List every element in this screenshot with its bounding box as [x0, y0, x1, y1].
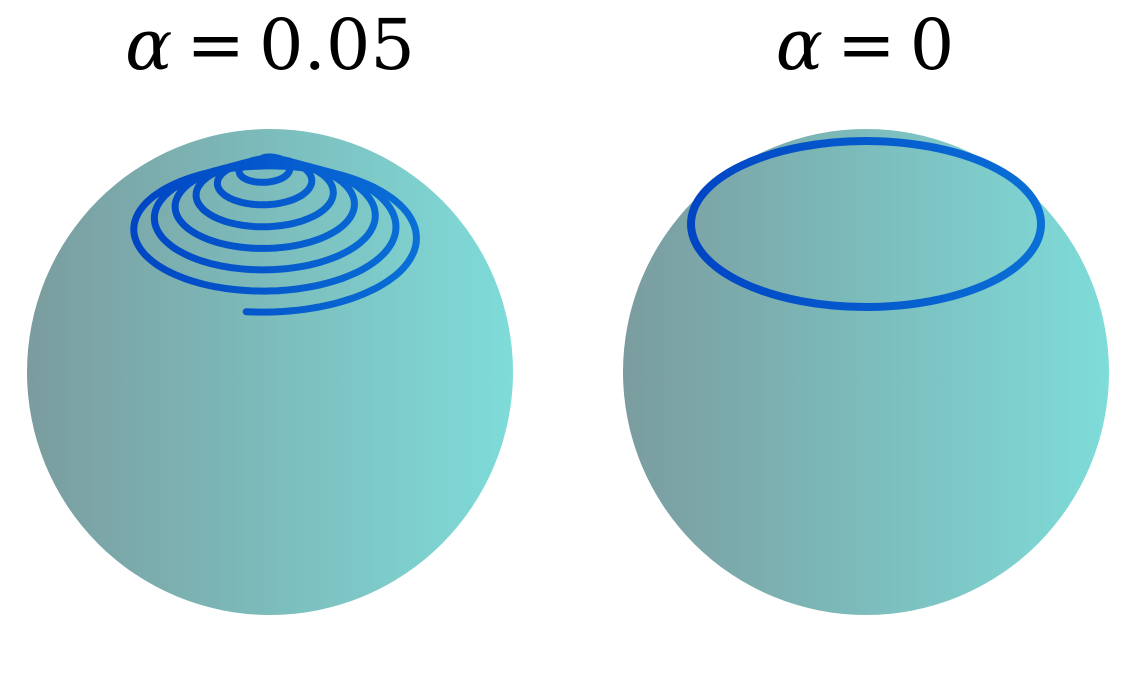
spiral-path — [130, 153, 420, 316]
spiral-trajectory — [130, 153, 420, 316]
alpha-symbol: α — [125, 4, 173, 86]
sphere-left — [27, 129, 513, 615]
equals-sign: = — [186, 4, 246, 86]
sphere-panel-left — [27, 129, 513, 615]
sphere-panel-right — [623, 129, 1109, 615]
equals-sign: = — [837, 4, 896, 86]
sphere-right — [623, 129, 1109, 615]
panel-title-left: α = 0.05 — [70, 0, 470, 90]
alpha-symbol: α — [775, 4, 824, 86]
alpha-value: 0.05 — [259, 4, 415, 86]
alpha-value: 0 — [909, 4, 955, 86]
circle-trajectory — [687, 137, 1045, 311]
panel-title-right: α = 0 — [665, 0, 1065, 90]
